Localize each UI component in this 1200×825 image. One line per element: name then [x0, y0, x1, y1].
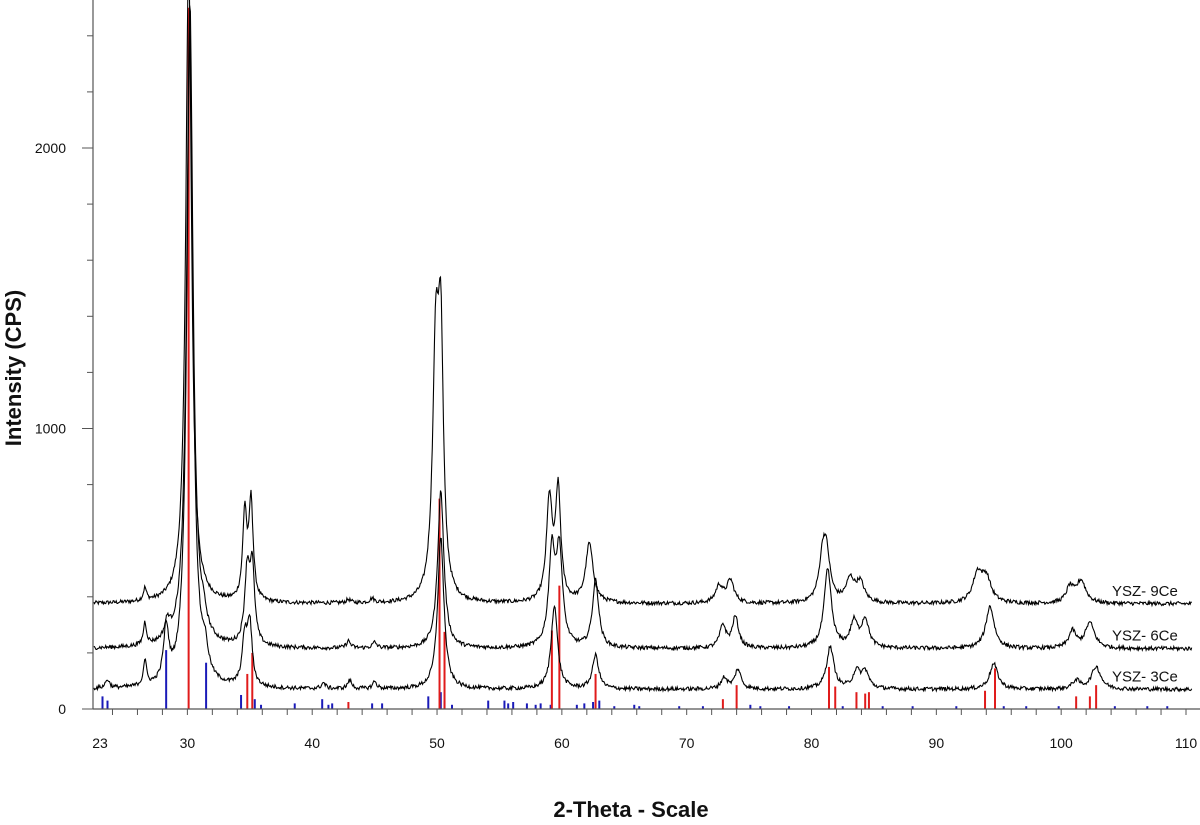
- x-tick-label: 90: [929, 735, 945, 751]
- axes: 0 1000 2000 23 30 40 50 60 70 80 90 100 110: [35, 0, 1200, 751]
- x-tick-label: 70: [679, 735, 695, 751]
- x-tick-label: 30: [180, 735, 196, 751]
- series-label: YSZ- 3Ce: [1112, 668, 1178, 685]
- series-labels: YSZ- 9Ce YSZ- 6Ce YSZ- 3Ce: [1112, 583, 1178, 686]
- series-label: YSZ- 6Ce: [1112, 628, 1178, 645]
- x-tick-label: 50: [429, 735, 445, 751]
- pattern-line-3: [93, 45, 1193, 693]
- y-tick-label: 0: [58, 701, 66, 717]
- x-tick-label: 100: [1049, 735, 1073, 751]
- y-tick-label: 2000: [35, 140, 66, 156]
- y-axis-title: Intensity (CPS): [1, 290, 26, 446]
- y-tick-label: 1000: [35, 421, 66, 437]
- x-axis-title: 2-Theta - Scale: [553, 797, 708, 822]
- series-label: YSZ- 9Ce: [1112, 583, 1178, 600]
- pattern-line-1: [93, 0, 1192, 608]
- x-tick-label: 80: [804, 735, 820, 751]
- pattern-lines: [93, 0, 1193, 693]
- x-tick-label: 60: [554, 735, 570, 751]
- x-tick-label: 23: [92, 735, 108, 751]
- x-tick-label: 110: [1175, 735, 1198, 751]
- pattern-line-2: [93, 5, 1193, 653]
- x-tick-label: 40: [304, 735, 320, 751]
